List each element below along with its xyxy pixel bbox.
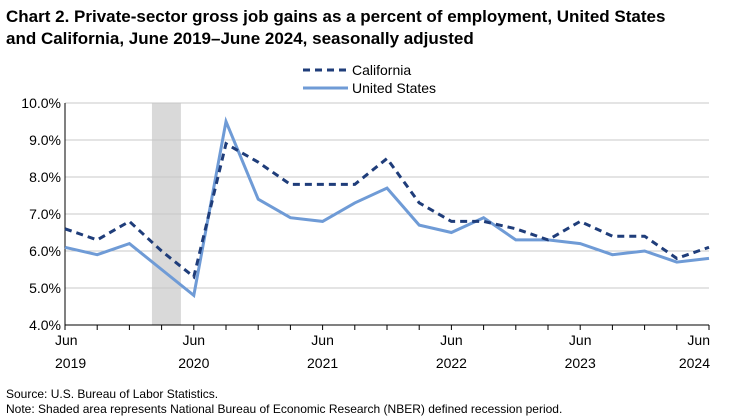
y-tick-label: 10.0% bbox=[21, 95, 61, 111]
shading-note: Note: Shaded area represents National Bu… bbox=[6, 402, 563, 416]
x-tick-label-year: 2023 bbox=[565, 355, 596, 371]
x-tick-label-month: Jun bbox=[687, 332, 710, 348]
y-tick-label: 5.0% bbox=[29, 280, 61, 296]
y-tick-label: 6.0% bbox=[29, 243, 61, 259]
y-tick-label: 9.0% bbox=[29, 132, 61, 148]
y-tick-label: 8.0% bbox=[29, 169, 61, 185]
legend-label-california: California bbox=[352, 62, 411, 78]
x-tick-label-year: 2019 bbox=[55, 355, 86, 371]
x-tick-label-month: Jun bbox=[569, 332, 592, 348]
chart-title: Chart 2. Private-sector gross job gains … bbox=[6, 6, 734, 50]
legend-label-united-states: United States bbox=[352, 80, 436, 96]
y-tick-label: 7.0% bbox=[29, 206, 61, 222]
x-tick-label-month: Jun bbox=[183, 332, 206, 348]
x-tick-label-month: Jun bbox=[55, 332, 78, 348]
x-tick-label-month: Jun bbox=[311, 332, 334, 348]
x-tick-label-year: 2020 bbox=[178, 355, 209, 371]
source-note: Source: U.S. Bureau of Labor Statistics. bbox=[6, 387, 219, 401]
chart-title-line-2: and California, June 2019–June 2024, sea… bbox=[6, 29, 474, 48]
x-tick-label-month: Jun bbox=[440, 332, 463, 348]
x-tick-label-year: 2024 bbox=[679, 355, 710, 371]
series-line-united-states bbox=[64, 116, 710, 299]
y-tick-label: 4.0% bbox=[29, 317, 61, 333]
x-tick-label-year: 2021 bbox=[307, 355, 338, 371]
chart-title-line-1: Chart 2. Private-sector gross job gains … bbox=[6, 7, 666, 26]
x-tick-label-year: 2022 bbox=[436, 355, 467, 371]
